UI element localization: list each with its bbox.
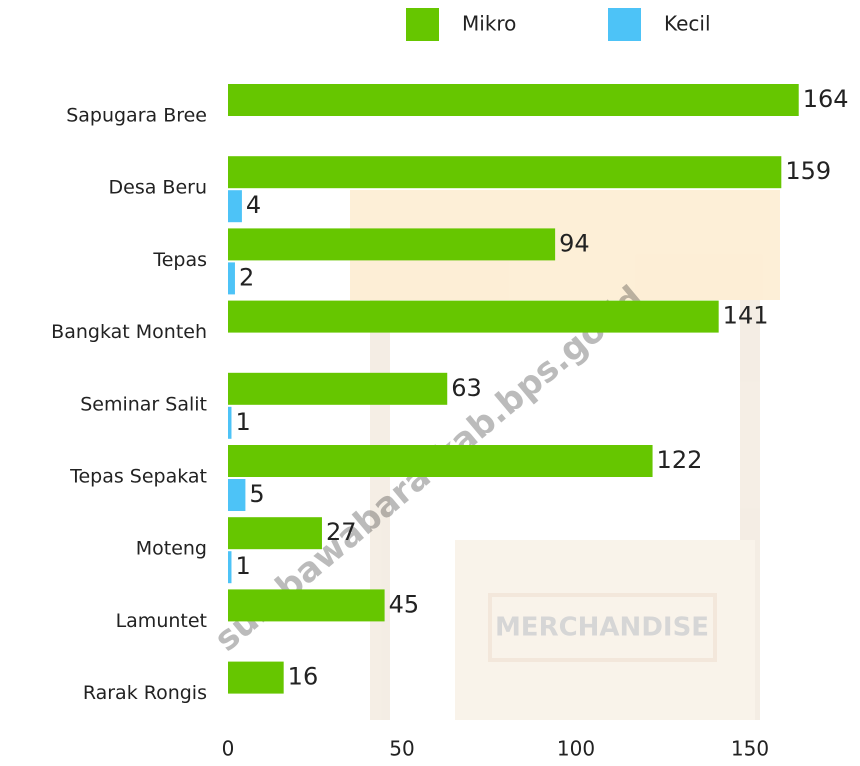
legend-swatch [608,8,641,41]
legend-label: Mikro [462,12,516,36]
y-tick-label: Seminar Salit [80,393,207,415]
data-label: 122 [657,446,703,474]
bar [228,407,231,439]
chart: MERCHANDISE sumbawabaratkab.bps.go.id 05… [0,0,860,766]
legend-swatch [406,8,439,41]
data-label: 2 [239,263,254,291]
y-tick-label: Sapugara Bree [66,105,207,127]
y-tick-label: Tepas [152,249,207,271]
bar [228,373,447,405]
data-label: 63 [451,374,482,402]
x-tick-label: 0 [222,737,235,761]
data-label: 45 [389,590,420,618]
legend-label: Kecil [664,12,711,36]
bar [228,84,799,116]
bar [228,589,385,621]
bar [228,301,719,333]
data-label: 1 [235,552,250,580]
bar [228,262,235,294]
data-label: 5 [249,480,264,508]
y-tick-label: Bangkat Monteh [51,321,207,343]
bar [228,445,653,477]
bar [228,190,242,222]
y-tick-label: Rarak Rongis [83,682,207,704]
y-tick-label: Desa Beru [109,177,207,199]
bar [228,551,231,583]
bar [228,479,245,511]
bar [228,156,781,188]
data-label: 1 [235,408,250,436]
y-tick-label: Moteng [136,538,207,560]
bar [228,662,284,694]
bar [228,517,322,549]
data-label: 141 [723,302,769,330]
data-label: 16 [288,663,319,691]
x-tick-label: 50 [389,737,414,761]
bar [228,228,555,260]
data-label: 4 [246,191,261,219]
background-label: MERCHANDISE [495,613,709,643]
y-tick-label: Lamuntet [116,610,207,632]
data-label: 159 [785,157,831,185]
data-label: 164 [803,85,849,113]
y-tick-label: Tepas Sepakat [69,466,207,488]
x-tick-label: 150 [731,737,769,761]
data-label: 94 [559,229,590,257]
x-tick-label: 100 [557,737,595,761]
data-label: 27 [326,518,357,546]
